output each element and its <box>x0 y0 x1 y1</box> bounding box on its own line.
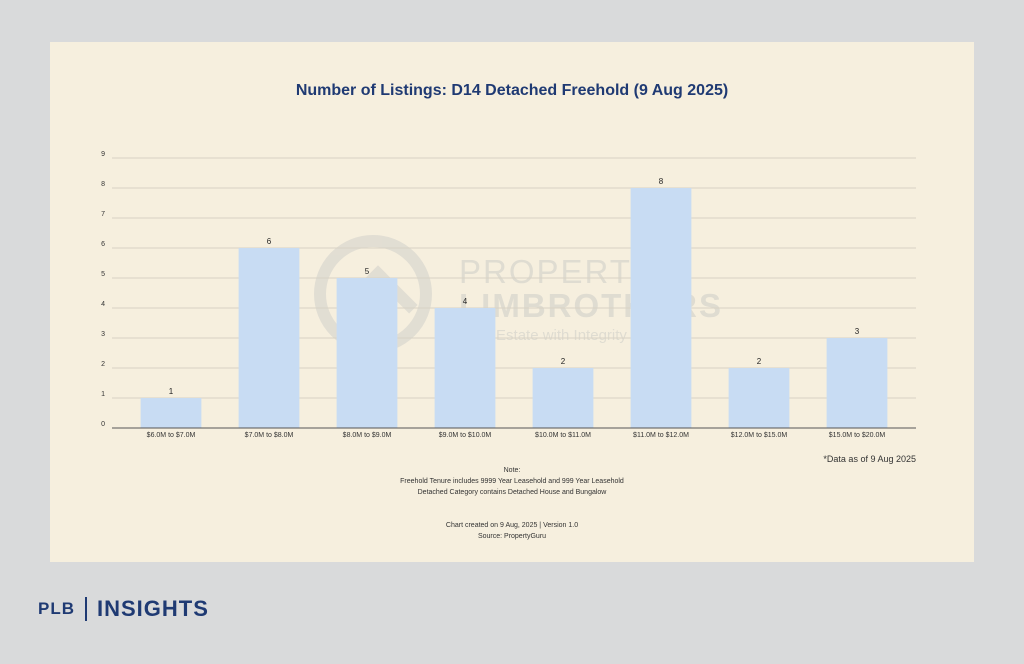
bar-chart: 0 1 2 3 4 5 6 7 8 9 1 $6.0M to $7.0M 6 $7.0M to $8.0M… <box>101 151 916 439</box>
y-tick-label: 7 <box>101 211 105 218</box>
bar <box>140 398 202 428</box>
bar <box>728 368 790 428</box>
x-tick-label: $11.0M to $12.0M <box>633 432 689 439</box>
meta-block: Chart created on 9 Aug, 2025 | Version 1… <box>50 520 974 542</box>
chart-card: Number of Listings: D14 Detached Freehol… <box>50 42 974 562</box>
y-tick-label: 5 <box>101 271 105 278</box>
x-tick-label: $6.0M to $7.0M <box>147 432 196 439</box>
y-tick-label: 8 <box>101 181 105 188</box>
y-tick-label: 0 <box>101 421 105 428</box>
chart-created-info: Chart created on 9 Aug, 2025 | Version 1… <box>445 522 579 529</box>
y-tick-label: 3 <box>101 331 105 338</box>
x-tick-label: $12.0M to $15.0M <box>731 432 788 439</box>
brand-divider <box>85 597 87 621</box>
y-tick-label: 1 <box>101 391 105 398</box>
bar <box>630 188 692 428</box>
x-tick-label: $10.0M to $11.0M <box>535 432 591 439</box>
bar-value-label: 1 <box>169 387 174 396</box>
chart-source: Source: PropertyGuru <box>477 533 547 540</box>
notes-heading: Note: <box>503 467 521 474</box>
x-tick-label: $8.0M to $9.0M <box>343 432 392 439</box>
y-tick-label: 2 <box>101 361 105 368</box>
notes-block: Note: Freehold Tenure includes 9999 Year… <box>50 465 974 498</box>
chart-title: Number of Listings: D14 Detached Freehol… <box>295 82 729 99</box>
bar-value-label: 6 <box>267 237 272 246</box>
notes-line-1: Freehold Tenure includes 9999 Year Lease… <box>400 478 624 485</box>
x-tick-label: $15.0M to $20.0M <box>829 432 886 439</box>
bar-value-label: 2 <box>561 357 566 366</box>
bar <box>238 248 300 428</box>
y-tick-label: 9 <box>101 151 105 158</box>
bar-value-label: 3 <box>855 327 860 336</box>
bar <box>532 368 594 428</box>
brand-insights: INSIGHTS <box>97 596 209 621</box>
bar <box>826 338 888 428</box>
bar <box>336 278 398 428</box>
data-date-note: *Data as of 9 Aug 2025 <box>823 454 916 464</box>
x-tick-label: $7.0M to $8.0M <box>245 432 294 439</box>
notes-line-2: Detached Category contains Detached Hous… <box>417 489 607 496</box>
bar-value-label: 8 <box>659 177 664 186</box>
brand-plb: PLB <box>38 599 75 618</box>
bar-value-label: 4 <box>463 297 468 306</box>
y-tick-label: 4 <box>101 301 105 308</box>
bar-value-label: 2 <box>757 357 762 366</box>
bar-value-label: 5 <box>365 267 370 276</box>
x-tick-label: $9.0M to $10.0M <box>439 432 492 439</box>
y-tick-label: 6 <box>101 241 105 248</box>
bar <box>434 308 496 428</box>
brand-logo: PLB INSIGHTS <box>38 596 209 622</box>
